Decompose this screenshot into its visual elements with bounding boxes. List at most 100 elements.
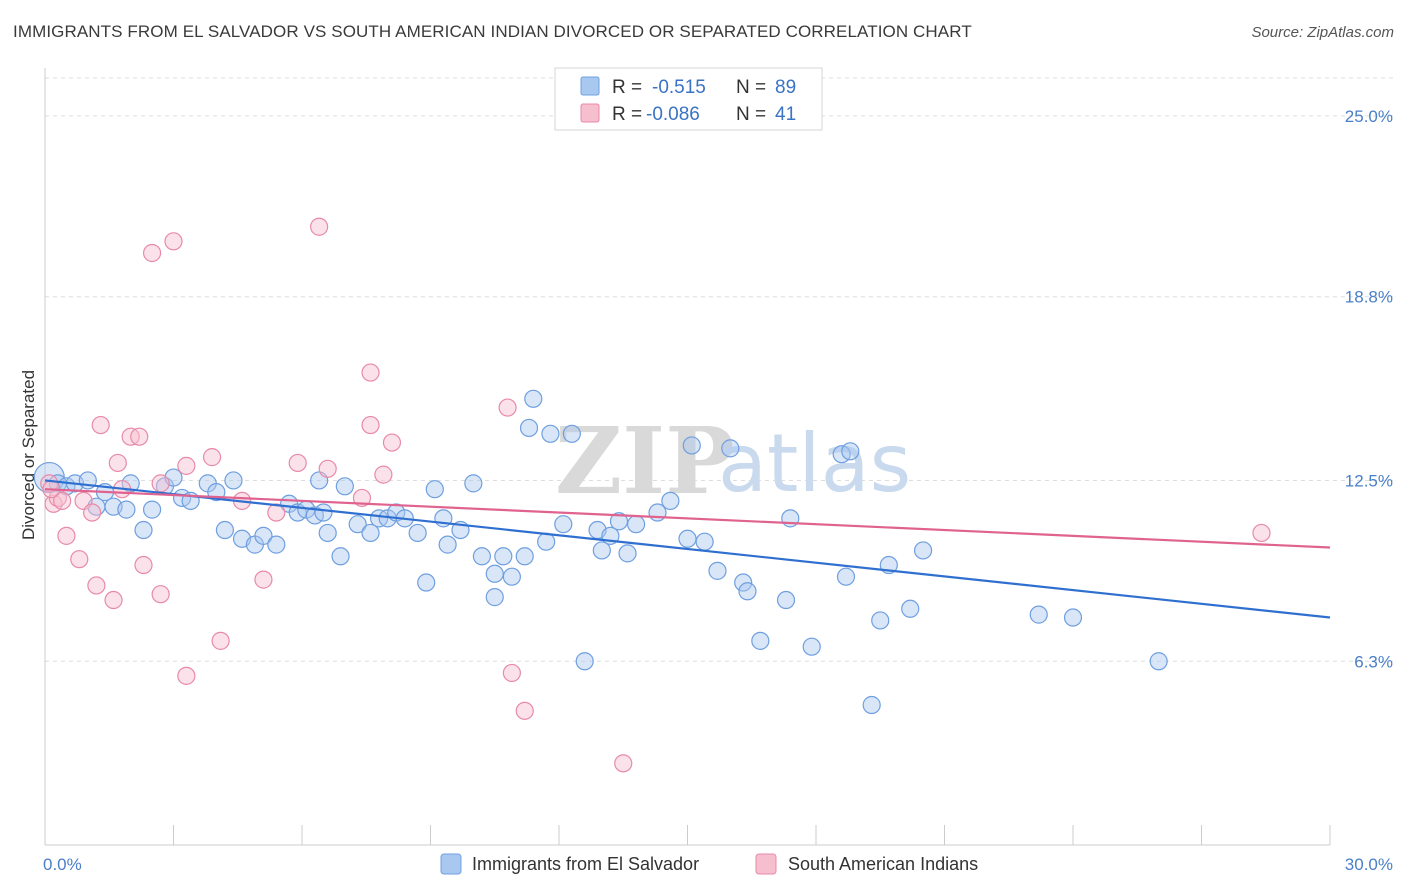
point-el-salvador-51 (515, 547, 534, 566)
point-south-american-indian-14 (130, 427, 149, 446)
point-el-salvador-33 (348, 515, 367, 534)
point-south-american-indian-10 (104, 590, 123, 610)
point-south-american-indian-31 (361, 363, 380, 382)
bottom-legend-label-1: Immigrants from El Salvador (472, 854, 699, 874)
point-el-salvador-68 (682, 436, 701, 455)
point-el-salvador-52 (519, 418, 539, 438)
bottom-legend-label-2: South American Indians (788, 854, 978, 874)
legend-r-label-2: R = (612, 104, 642, 125)
legend-r-value-2: -0.086 (646, 104, 700, 125)
point-south-american-indian-23 (211, 631, 230, 650)
point-south-american-indian-36 (502, 663, 521, 683)
point-el-salvador-75 (776, 590, 796, 610)
point-el-salvador-87 (1063, 608, 1083, 627)
watermark-atlas: atlas (718, 417, 911, 510)
point-south-american-indian-19 (164, 232, 183, 251)
point-south-american-indian-39 (1252, 523, 1271, 543)
point-el-salvador-73 (738, 582, 757, 601)
legend-swatch-blue (580, 76, 600, 96)
point-el-salvador-34 (361, 523, 380, 543)
x-tick-label-1: 30.0% (1345, 855, 1393, 874)
point-south-american-indian-17 (151, 585, 170, 604)
point-el-salvador-88 (1149, 652, 1168, 671)
point-el-salvador-45 (464, 474, 483, 493)
point-el-salvador-32 (335, 477, 354, 496)
point-south-american-indian-27 (288, 453, 307, 473)
point-el-salvador-71 (721, 439, 740, 458)
point-el-salvador-40 (425, 480, 444, 499)
point-south-american-indian-21 (177, 456, 196, 475)
bottom-legend: Immigrants from El Salvador South Americ… (440, 853, 978, 875)
point-el-salvador-63 (618, 544, 637, 563)
point-el-salvador-30 (318, 523, 337, 543)
legend-n-value-1: 89 (775, 77, 796, 98)
point-south-american-indian-30 (352, 488, 372, 508)
watermark-zip: ZIP (555, 407, 734, 515)
point-el-salvador-48 (485, 564, 504, 583)
axes-layer: 6.3% 12.5% 18.8% 25.0% 0.0% 30.0% (43, 68, 1393, 874)
point-south-american-indian-18 (151, 474, 170, 493)
point-el-salvador-86 (1029, 605, 1048, 624)
point-el-salvador-77 (802, 637, 821, 656)
point-el-salvador-8 (117, 500, 136, 519)
point-el-salvador-72 (734, 573, 753, 592)
point-el-salvador-56 (554, 515, 573, 534)
point-el-salvador-50 (502, 567, 521, 586)
point-el-salvador-22 (254, 526, 273, 545)
y-tick-label-0: 6.3% (1354, 652, 1393, 671)
point-el-salvador-53 (524, 389, 543, 408)
y-tick-label-1: 12.5% (1345, 471, 1393, 490)
trend-line-el-salvador (44, 479, 1331, 619)
point-south-american-indian-7 (83, 503, 102, 522)
chart-source: Source: ZipAtlas.com (1251, 24, 1394, 41)
point-south-american-indian-20 (177, 666, 196, 685)
point-el-salvador-80 (841, 442, 860, 461)
point-south-american-indian-25 (254, 570, 273, 589)
point-el-salvador-64 (626, 515, 646, 534)
point-el-salvador-43 (438, 535, 457, 554)
point-south-american-indian-37 (515, 701, 534, 720)
legend-n-value-2: 41 (775, 104, 796, 125)
point-el-salvador-23 (267, 535, 286, 554)
point-el-salvador-82 (871, 611, 890, 630)
point-el-salvador-85 (913, 541, 933, 560)
point-el-salvador-79 (836, 567, 856, 586)
point-south-american-indian-33 (374, 465, 393, 484)
y-tick-label-3: 25.0% (1345, 107, 1393, 126)
chart-title: IMMIGRANTS FROM EL SALVADOR VS SOUTH AME… (13, 22, 972, 41)
point-el-salvador-18 (215, 520, 234, 540)
point-el-salvador-58 (575, 652, 594, 671)
point-south-american-indian-9 (91, 415, 110, 435)
point-south-american-indian-38 (614, 754, 633, 773)
point-south-american-indian-32 (361, 415, 380, 435)
point-south-american-indian-8 (87, 576, 106, 595)
legend: R = -0.515 N = 89 R = -0.086 N = 41 (554, 67, 823, 131)
point-south-american-indian-28 (318, 459, 337, 478)
bottom-legend-swatch-blue (440, 853, 462, 875)
point-el-salvador-10 (134, 520, 153, 540)
point-south-american-indian-3 (53, 491, 72, 510)
point-el-salvador-69 (695, 532, 714, 551)
point-south-american-indian-22 (202, 448, 222, 467)
point-el-salvador-11 (142, 500, 162, 519)
point-el-salvador-66 (661, 491, 680, 510)
y-axis-label: Divorced or Separated (19, 370, 38, 540)
trend-layer (44, 479, 1331, 619)
legend-r-value-1: -0.515 (652, 77, 706, 98)
point-south-american-indian-4 (57, 526, 76, 545)
point-el-salvador-84 (901, 599, 920, 618)
point-el-salvador-46 (472, 547, 491, 566)
point-south-american-indian-16 (142, 243, 162, 263)
legend-n-label-2: N = (736, 104, 766, 125)
x-tick-label-0: 0.0% (43, 855, 82, 874)
point-el-salvador-60 (592, 541, 611, 560)
point-south-american-indian-15 (134, 555, 153, 575)
point-south-american-indian-5 (70, 550, 89, 569)
point-el-salvador-57 (562, 424, 581, 443)
point-el-salvador-54 (537, 532, 556, 551)
point-el-salvador-55 (541, 424, 560, 443)
watermark: ZIP atlas (555, 407, 911, 515)
point-el-salvador-81 (862, 695, 881, 715)
point-el-salvador-67 (678, 529, 697, 548)
